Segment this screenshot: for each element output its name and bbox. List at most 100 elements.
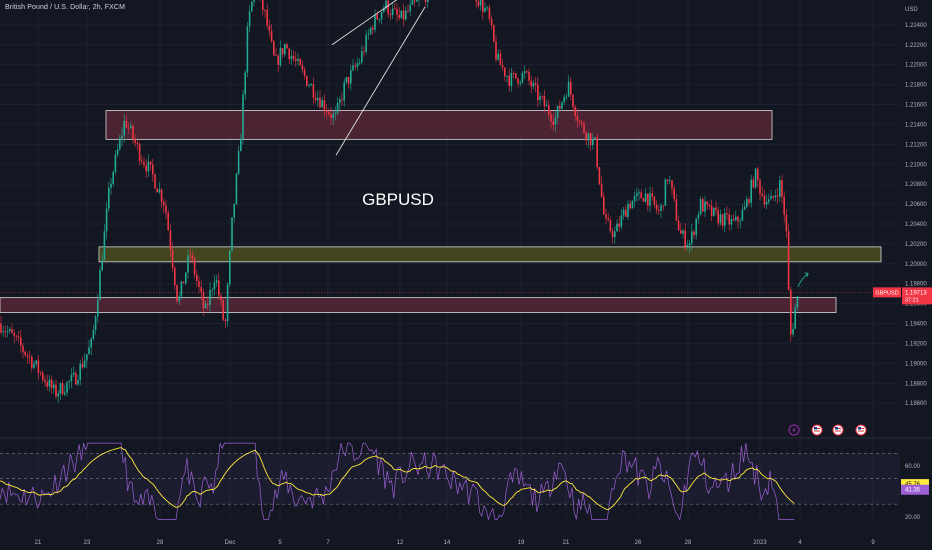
candle-body (154, 174, 156, 189)
candle-body (160, 189, 163, 203)
candle-body (504, 67, 506, 77)
candle-body (72, 372, 75, 375)
candle-body (787, 231, 790, 290)
time-tick-label: 7 (326, 540, 330, 546)
candle-body (552, 121, 554, 125)
candle-body (189, 255, 191, 257)
candle-body (581, 122, 583, 124)
candle-body (101, 260, 103, 271)
candle-body (191, 255, 194, 259)
candle-body (17, 336, 20, 338)
rsi-badge (901, 484, 929, 495)
candle-body (774, 195, 777, 198)
candle-body (671, 180, 673, 189)
candle-body (46, 381, 48, 387)
time-tick-label: 28 (157, 540, 164, 546)
candle-body (143, 162, 145, 166)
candle-body (235, 173, 238, 204)
flag-canton (835, 427, 838, 430)
symbol-description: British Pound / U.S. Dollar, 2h, FXCM (5, 4, 126, 11)
rsi-line (0, 442, 795, 521)
candle-body (543, 96, 546, 107)
candle-body (325, 110, 328, 113)
candle-body (640, 192, 642, 199)
candle-body (266, 10, 268, 26)
candle-body (633, 195, 636, 202)
candle-body (790, 289, 792, 335)
candle-body (563, 96, 565, 103)
candle-body (523, 71, 526, 74)
price-tick-label: 1.19800 (905, 282, 927, 288)
candle-body (517, 78, 519, 84)
candle-body (779, 180, 781, 197)
candle-body (202, 292, 205, 309)
lightning-ring (788, 424, 800, 436)
candle-body (534, 82, 537, 85)
candle-body (308, 85, 310, 87)
candle-body (363, 51, 365, 53)
candle-body (735, 216, 737, 221)
candle-body (147, 161, 150, 172)
candle-body (127, 127, 130, 129)
us-flag-icon[interactable] (811, 424, 823, 436)
candle-body (598, 167, 601, 185)
candle-body (376, 14, 378, 20)
candle-body (596, 137, 598, 168)
time-tick-label: 9 (871, 540, 875, 546)
candle-body (402, 10, 405, 20)
candle-body (165, 205, 167, 213)
candle-body (9, 328, 11, 331)
candle-body (695, 218, 697, 236)
candle-body (622, 209, 625, 216)
candle-body (2, 331, 4, 333)
time-tick-label: 23 (84, 540, 91, 546)
candle-body (288, 48, 290, 60)
price-tick-label: 1.20000 (905, 262, 927, 268)
candle-body (605, 214, 607, 219)
candle-body (490, 18, 493, 26)
candle-body (31, 356, 33, 368)
price-axis: USD 1.22400 1.22200 1.22000 1.21800 1.21600 1.… (873, 7, 932, 407)
candle-body (607, 218, 609, 221)
candle-body (297, 59, 299, 61)
candle-body (737, 216, 739, 222)
candle-body (299, 59, 301, 66)
lightning-icon[interactable] (788, 424, 800, 436)
flag-stripe (835, 430, 841, 432)
candle-body (75, 372, 77, 385)
candle-body (600, 184, 603, 197)
candle-body (587, 133, 590, 141)
candle-body (411, 0, 414, 5)
candle-body (253, 0, 255, 2)
candle-body (715, 207, 717, 211)
candle-body (224, 319, 227, 322)
us-flag-icon[interactable] (855, 424, 867, 436)
price-tick-label: 1.18600 (905, 401, 927, 407)
us-flag-icon[interactable] (832, 424, 844, 436)
candle-body (79, 363, 81, 381)
candle-body (242, 94, 244, 139)
candle-body (145, 165, 147, 172)
candle-body (70, 374, 73, 382)
candle-body (4, 331, 7, 333)
candle-body (495, 41, 497, 60)
candle-body (341, 99, 343, 101)
zone-layer (0, 110, 882, 313)
candle-body (389, 14, 392, 16)
candle-body (383, 8, 385, 13)
candle-body (367, 33, 370, 35)
candle-body (83, 360, 86, 368)
candle-body (620, 215, 623, 227)
candle-body (57, 393, 59, 397)
candle-body (354, 65, 356, 67)
candle-body (783, 196, 785, 215)
candle-body (757, 168, 759, 180)
candle-body (22, 345, 24, 352)
candle-body (59, 383, 62, 394)
candle-body (521, 73, 524, 83)
price-tick-label: 1.20600 (905, 202, 927, 208)
candle-body (488, 7, 491, 19)
candle-body (231, 217, 233, 251)
candle-body (112, 171, 114, 184)
